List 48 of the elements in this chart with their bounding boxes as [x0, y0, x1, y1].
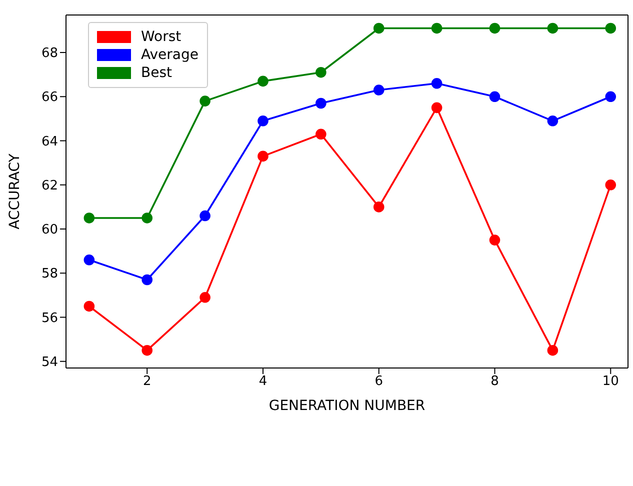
- y-axis-title: ACCURACY: [6, 153, 23, 230]
- point: [431, 22, 442, 34]
- point: [316, 128, 326, 140]
- point: [258, 150, 268, 162]
- legend-label: Average: [141, 47, 198, 63]
- x-tick-label: 4: [258, 374, 268, 390]
- point: [489, 91, 500, 102]
- y-tick-label: 62: [41, 178, 58, 194]
- point: [258, 116, 268, 126]
- point: [431, 102, 442, 114]
- point: [316, 98, 326, 109]
- point: [489, 234, 500, 246]
- x-tick-label: 6: [374, 374, 384, 390]
- x-tick-label: 10: [602, 374, 619, 390]
- legend-label: Worst: [141, 29, 182, 45]
- y-tick-label: 64: [41, 134, 58, 150]
- y-tick-label: 68: [41, 46, 58, 62]
- point: [605, 179, 616, 190]
- point: [547, 116, 558, 126]
- y-tick-label: 60: [41, 222, 58, 238]
- point: [547, 22, 558, 34]
- y-tick-label: 54: [41, 354, 58, 370]
- point: [373, 22, 384, 34]
- point: [200, 292, 210, 303]
- point: [373, 84, 384, 96]
- point: [547, 344, 558, 356]
- x-tick-label: 2: [142, 374, 152, 390]
- point: [142, 212, 153, 224]
- point: [605, 22, 616, 34]
- point: [431, 78, 442, 89]
- x-axis-title: GENERATION NUMBER: [268, 398, 426, 414]
- legend-label: Best: [141, 65, 172, 81]
- y-tick-label: 56: [41, 310, 58, 326]
- point: [258, 76, 268, 87]
- point: [200, 96, 210, 106]
- y-tick-label: 66: [41, 90, 58, 106]
- point: [373, 202, 384, 212]
- point: [84, 254, 95, 266]
- point: [142, 274, 153, 286]
- point: [200, 210, 210, 222]
- point: [84, 212, 95, 224]
- point: [605, 91, 616, 102]
- point: [84, 300, 95, 312]
- x-tick-label: 8: [490, 374, 499, 390]
- point: [142, 344, 153, 356]
- y-tick-label: 58: [41, 266, 58, 282]
- point: [316, 66, 326, 78]
- point: [489, 22, 500, 34]
